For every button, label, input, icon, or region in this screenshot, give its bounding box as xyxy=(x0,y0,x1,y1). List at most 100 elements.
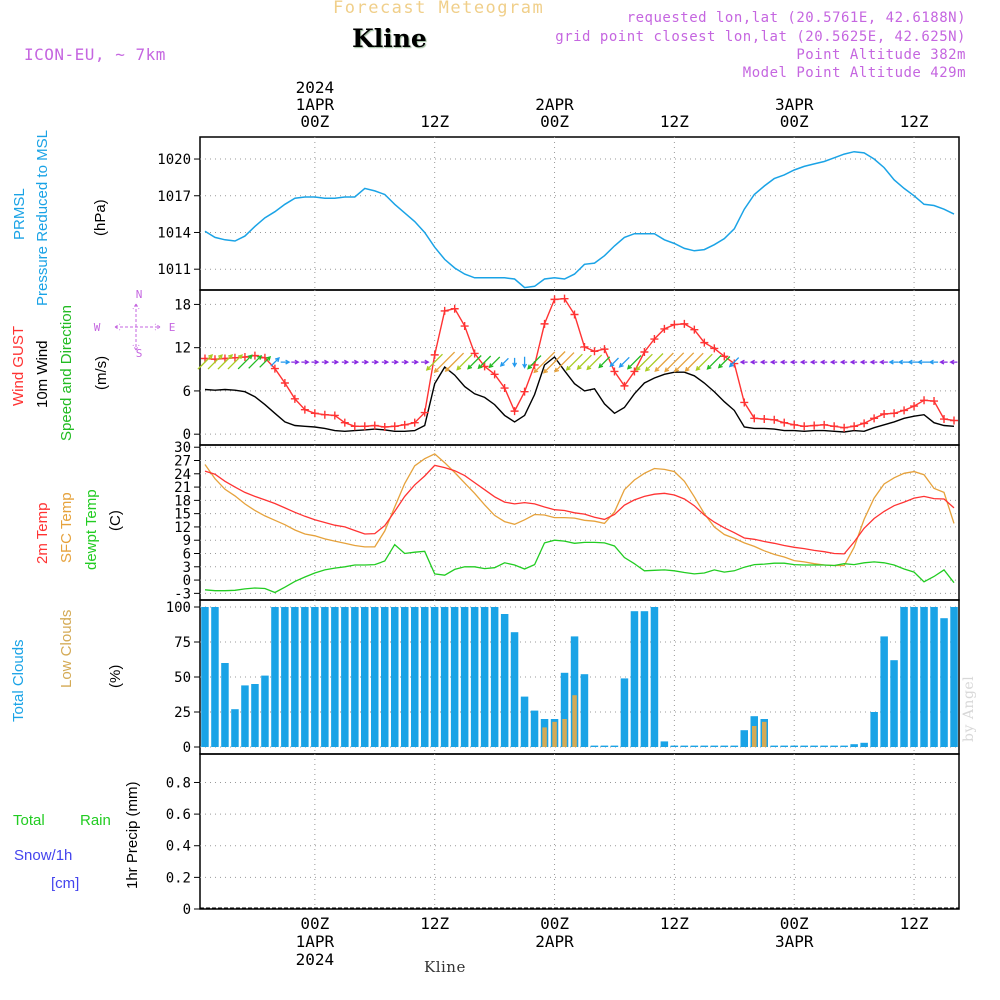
total-cloud-bar xyxy=(930,607,938,747)
wind-direction-arrow xyxy=(467,355,482,370)
wind-direction-arrow xyxy=(280,359,291,365)
wind-direction-arrow xyxy=(433,351,456,374)
low-cloud-bar xyxy=(572,695,577,747)
temperature-ytick-label: 30 xyxy=(174,440,191,456)
time-label-top: 12Z xyxy=(660,112,689,131)
wind-direction-arrow xyxy=(456,354,473,371)
gust-marker xyxy=(200,354,209,363)
precip-ytick-label: 0.4 xyxy=(166,839,191,855)
gust-marker xyxy=(810,421,819,430)
time-label-top: 2APR xyxy=(535,95,574,114)
pressure-ytick-label: 1017 xyxy=(157,189,191,205)
wind-direction-arrow xyxy=(371,359,380,365)
sfc-temp-label: SFC Temp xyxy=(58,492,75,563)
point-altitude: Point Altitude 382m xyxy=(796,47,966,63)
wind-direction-arrow xyxy=(618,356,630,368)
total-cloud-bar xyxy=(371,607,379,747)
time-label-top: 1APR xyxy=(296,95,335,114)
gust-marker xyxy=(610,367,619,376)
gust-marker xyxy=(760,415,769,424)
temperature-ytick-label: 18 xyxy=(174,493,191,509)
wind-ytick-label: 6 xyxy=(183,384,191,400)
wind-direction-arrow xyxy=(779,359,788,365)
rain-label: Rain xyxy=(80,812,111,829)
precip-label: 1hr Precip (mm) xyxy=(124,781,141,889)
wind-direction-arrow xyxy=(270,357,280,367)
gust-marker xyxy=(640,348,649,356)
wind-direction-arrow xyxy=(421,359,430,365)
temperature-ytick-label: 6 xyxy=(183,547,191,563)
total-cloud-bar xyxy=(351,607,359,747)
low-cloud-bar xyxy=(752,726,757,747)
total-cloud-bar xyxy=(411,607,419,747)
total-cloud-bar xyxy=(211,607,219,747)
wind-direction-arrow xyxy=(717,356,731,369)
gust-marker xyxy=(230,353,239,362)
compass-rose xyxy=(114,303,161,351)
wind-direction-arrow xyxy=(259,355,272,368)
wind-direction-arrow xyxy=(684,352,704,372)
compass-north: N xyxy=(136,288,143,301)
total-cloud-bar xyxy=(460,607,469,747)
gust-marker xyxy=(750,414,759,423)
total-cloud-bar xyxy=(620,678,629,747)
time-label-top: 12Z xyxy=(420,112,449,131)
total-cloud-bar xyxy=(281,607,289,747)
time-label-bottom: 2024 xyxy=(296,950,335,969)
wind-direction-arrow xyxy=(928,359,939,365)
wind-direction-arrow xyxy=(197,354,214,370)
total-cloud-bar xyxy=(730,745,739,747)
gust-marker xyxy=(630,367,639,376)
time-label-bottom: 12Z xyxy=(900,914,929,933)
total-cloud-bar xyxy=(291,607,299,747)
gust-marker xyxy=(720,352,729,361)
wind-direction-arrow xyxy=(789,359,798,365)
clouds-ytick-label: 75 xyxy=(174,635,191,651)
low-cloud-bar xyxy=(562,719,567,747)
clouds-ytick-label: 100 xyxy=(166,600,191,616)
wind-direction-arrow xyxy=(576,354,592,370)
compass-west: W xyxy=(94,321,101,334)
pressure-ytick-label: 1014 xyxy=(157,225,191,241)
wind-direction-arrow xyxy=(331,359,340,365)
total-cloud-bar xyxy=(920,607,928,747)
gust-marker xyxy=(690,325,699,334)
gust-marker xyxy=(550,295,559,304)
gust-marker xyxy=(730,359,739,368)
total-label: Total xyxy=(13,812,45,829)
pressure-ytick-label: 1011 xyxy=(157,262,191,278)
time-label-bottom: 12Z xyxy=(420,914,449,933)
total-cloud-bar xyxy=(480,607,489,747)
total-cloud-bar xyxy=(590,745,599,747)
low-cloud-bar xyxy=(762,721,767,747)
total-cloud-bar xyxy=(421,607,429,747)
wind-direction-arrow xyxy=(207,354,223,370)
gust-marker xyxy=(570,310,579,319)
gust-line xyxy=(204,297,955,429)
gust-marker xyxy=(380,422,389,431)
pressure-label: PRMSL xyxy=(11,188,28,240)
total-cloud-bar xyxy=(910,607,918,747)
gust-marker xyxy=(410,418,419,427)
pressure-label-2: Pressure Reduced to MSL xyxy=(34,130,51,306)
total-cloud-bar xyxy=(440,607,449,747)
total-cloud-bar xyxy=(580,674,589,747)
gust-marker xyxy=(320,410,329,419)
model-altitude: Model Point Altitude 429m xyxy=(742,65,966,81)
gust-marker xyxy=(740,398,749,407)
wind-direction-arrow xyxy=(237,354,253,370)
time-label-top: 12Z xyxy=(900,112,929,131)
gust-marker xyxy=(820,420,829,429)
gust-marker xyxy=(770,415,779,424)
wind-direction-arrow xyxy=(321,359,330,365)
wind-direction-arrow xyxy=(512,357,518,368)
wind-direction-arrow xyxy=(949,359,958,365)
wind-direction-arrow xyxy=(227,354,243,370)
wind-line xyxy=(204,355,955,433)
gust-marker xyxy=(660,324,669,333)
wind-direction-arrow xyxy=(381,359,390,365)
gust-marker xyxy=(890,409,899,418)
gust-marker xyxy=(930,397,939,406)
total-cloud-bar xyxy=(950,607,958,747)
time-label-bottom: 00Z xyxy=(540,914,569,933)
